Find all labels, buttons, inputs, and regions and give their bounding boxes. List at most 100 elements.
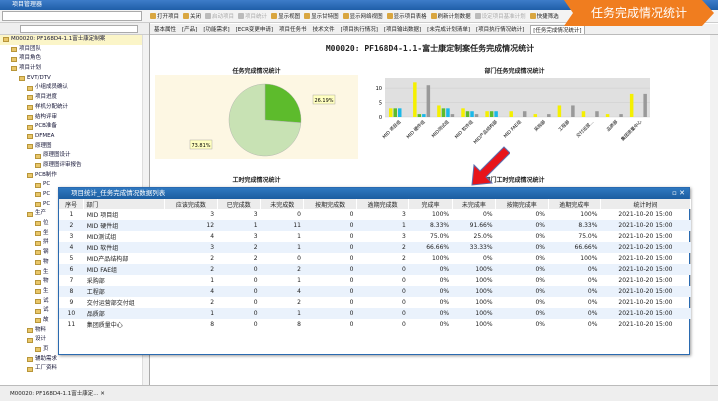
tree-node[interactable]: 项目团队 [0,45,149,55]
tab[interactable]: [功能需求] [203,27,230,33]
table-row[interactable]: 10 品质部 1 0 1 0 0 0% 100% 0% 0% 2021-10-20 15:00 [59,308,691,319]
tree-node[interactable]: 生 [0,287,149,297]
table-row[interactable]: 9 交付运营部交付组 2 0 2 0 0 0% 100% 0% 0% 2021-10-20 15:00 [59,297,691,308]
table-row[interactable]: 6 MID FAE组 2 0 2 0 0 0% 100% 0% 0% 2021-10-20 15:00 [59,264,691,275]
table-cell: 66.66% [408,242,453,253]
tree-node[interactable]: DFMEA [0,132,149,142]
toolbar-button[interactable]: 刷新计划数据 [430,12,471,20]
toolbar-button[interactable]: 项目统计 [238,12,267,20]
tree-node[interactable]: 项目角色 [0,54,149,64]
tree-node[interactable]: PC [0,200,149,210]
column-header[interactable]: 按期完成率 [495,199,549,209]
tree-node[interactable]: 坐 [0,229,149,239]
tree-node[interactable]: 钢 [0,248,149,258]
tree-node[interactable]: 试 [0,297,149,307]
tree-node[interactable]: 拼 [0,238,149,248]
toolbar-button[interactable]: 关闭 [183,12,201,20]
maximize-icon[interactable]: ▫ [672,189,677,197]
column-header[interactable]: 序号 [59,199,85,209]
tab[interactable]: 项目任务书 [279,27,307,33]
tree-node[interactable]: 原理图设计 [0,151,149,161]
tree-node[interactable]: 辅助需求 [0,355,149,365]
table-cell: MID 硬件组 [83,220,165,231]
column-header[interactable]: 未完成数 [260,199,305,209]
tree-node[interactable]: M00020: PF168D4-1.1富士康定制案 [0,35,149,45]
column-header[interactable]: 逾期完成数 [356,199,410,209]
toolbar-button[interactable]: 显示网络视图 [342,12,383,20]
tree-node[interactable]: 位 [0,219,149,229]
tab[interactable]: [项目执行情况] [340,27,378,33]
tree-node[interactable]: 物 [0,258,149,268]
tab[interactable]: 基本属性 [154,27,177,33]
table-row[interactable]: 11 集团质量中心 8 0 8 0 0 0% 100% 0% 0% 2021-10-20 15:00 [59,319,691,330]
tree-node[interactable]: 小组成员确认 [0,83,149,93]
tab[interactable]: [项目执行情况统计] [475,27,525,33]
toolbar-button[interactable]: 设定项目基准计划 [474,12,526,20]
tree-filter-input[interactable] [20,25,138,33]
table-row[interactable]: 2 MID 硬件组 12 1 11 0 1 8.33% 91.66% 0% 8.33% 2021-10… [59,220,691,231]
tree-node[interactable]: 样机分配统计 [0,103,149,113]
search-input[interactable] [2,11,142,21]
tree-node[interactable]: EVT/DTV [0,74,149,84]
tree-node[interactable]: 项目进度 [0,93,149,103]
tree-node[interactable]: PC [0,190,149,200]
tree-node[interactable]: 原理图评审报告 [0,161,149,171]
document-tab[interactable]: M00020: PF168D4-1.1富士康定... [10,391,99,397]
tree-node[interactable]: 结构评审 [0,113,149,123]
tree-node[interactable]: 物 [0,277,149,287]
column-header[interactable]: 完成率 [408,199,453,209]
column-header[interactable]: 已完成数 [217,199,262,209]
table-row[interactable]: 5 MID产品结构部 2 2 0 0 2 100% 0% 0% 100% 2021-10-20 15:… [59,253,691,264]
table-cell: 1 [356,220,409,231]
tree-node-label: 样机分配统计 [35,103,69,110]
tree-node[interactable]: 物料 [0,326,149,336]
close-icon[interactable]: ✕ [679,189,685,197]
tab[interactable]: [项目输出数据] [383,27,422,33]
column-header[interactable]: 应该完成数 [164,199,218,209]
table-row[interactable]: 3 MID测试组 4 3 1 0 3 75.0% 25.0% 0% 75.0% 2021-10-20 … [59,231,691,242]
content-scrollbar[interactable] [710,35,718,385]
column-header[interactable]: 逾期完成率 [548,199,601,209]
table-row[interactable]: 8 工程部 4 0 4 0 0 0% 100% 0% 0% 2021-10-20 15:00 [59,286,691,297]
close-tab-icon[interactable]: ✕ [100,391,105,397]
bar [426,85,431,117]
table-cell: 2021-10-20 15:00 [618,321,673,328]
tree-node[interactable]: 页 [0,345,149,355]
column-header[interactable]: 部门 [83,199,166,209]
table-cell: 4 [260,286,304,297]
tree-node[interactable]: 原理图 [0,142,149,152]
toolbar-button[interactable]: 启动项目 [205,12,234,20]
bar [422,114,426,117]
table-row[interactable]: 1 MID 项目组 3 3 0 0 3 100% 0% 0% 100% 2021-10-20 15:0… [59,209,691,220]
column-header[interactable]: 统计时间 [600,199,692,209]
toolbar-button[interactable]: 快捷筛选 [529,12,559,20]
table-row[interactable]: 4 MID 软件组 3 2 1 0 2 66.66% 33.33% 0% 66.66% 2021-10… [59,242,691,253]
tree-node[interactable]: PCB制作 [0,171,149,181]
tree-node[interactable]: 设计 [0,335,149,345]
tree-node[interactable]: 故 [0,316,149,326]
tab[interactable]: [未完成计划清单] [427,27,470,33]
tab[interactable]: 技术文件 [312,27,335,33]
tab[interactable]: [ECR变更申请] [235,27,274,33]
tree-node[interactable]: 工厂资料 [0,364,149,374]
toolbar-button[interactable]: 打开项目 [150,12,179,20]
tree-node[interactable]: 项目计划 [0,64,149,74]
column-header[interactable]: 按期完成数 [303,199,357,209]
table-cell: 3 [253,233,258,240]
column-header[interactable]: 未完成率 [452,199,497,209]
toolbar-button[interactable]: 显示甘特图 [304,12,339,20]
toolbar-icon [342,13,349,19]
toolbar-button[interactable]: 显示视图 [271,12,300,20]
tree-node-label: PCB准备 [35,123,57,130]
tab[interactable]: [产品] [182,27,198,33]
toolbar-button[interactable]: 显示项目表格 [386,12,427,20]
tree-node-label: PC [43,200,51,207]
tree-node[interactable]: 试 [0,306,149,316]
tree-node-label: 生 [43,287,49,294]
tree-node[interactable]: PCB准备 [0,122,149,132]
table-row[interactable]: 7 采购部 1 0 1 0 0 0% 100% 0% 0% 2021-10-20 15:00 [59,275,691,286]
tree-node[interactable]: PC [0,180,149,190]
tree-node[interactable]: 生产 [0,209,149,219]
tab[interactable]: [任务完成情况统计] [530,24,585,34]
tree-node[interactable]: 生 [0,268,149,278]
